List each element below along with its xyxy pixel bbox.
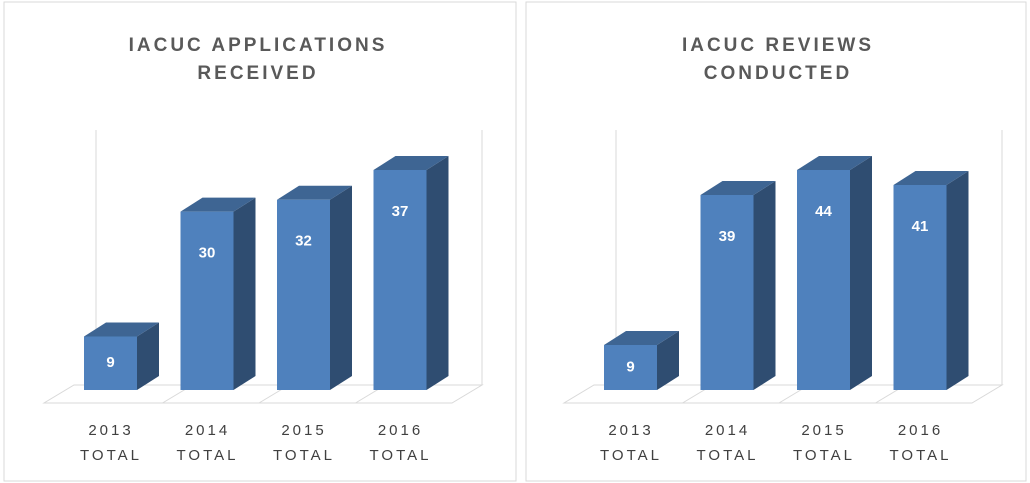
panel-border [525,1,1027,482]
bar-side [753,181,776,390]
bar-side [233,197,256,390]
x-tick-label: 2014 TOTAL [176,422,239,464]
value-label: 9 [106,354,114,371]
x-tick-label: 2016 TOTAL [889,422,952,464]
panel-border [3,1,517,482]
bar [797,170,850,390]
bar-side [850,156,872,390]
x-tick-label: 2015 TOTAL [793,422,855,464]
bar-top [277,185,352,200]
bar-top [700,181,776,195]
x-tick-label: 2013 TOTAL [600,422,662,464]
bar-top [84,322,159,337]
x-tick-label: 2016 TOTAL [369,422,432,464]
bar-top [797,156,872,170]
bar-top [604,331,679,345]
bar-top [180,197,256,212]
value-label: 37 [392,203,409,220]
bar-side [426,156,449,390]
bar [84,336,137,390]
bar-top [893,171,969,185]
x-tick-label: 2014 TOTAL [696,422,759,464]
bar [604,345,657,390]
bar-top [373,156,449,170]
x-tick-label: 2013 TOTAL [80,422,142,464]
bar [277,199,330,390]
x-tick-label: 2015 TOTAL [273,422,335,464]
bar-side [137,322,159,390]
value-label: 41 [912,218,929,235]
bar [180,211,234,390]
bar [373,170,427,390]
value-label: 32 [295,233,312,250]
chart-title: IACUC APPLICATIONS RECEIVED [128,35,388,84]
bar-side [330,185,352,390]
bar [893,185,947,390]
value-label: 30 [199,245,216,262]
chart-title: IACUC REVIEWS CONDUCTED [681,35,875,84]
bar [700,195,754,390]
value-label: 39 [719,228,736,245]
floor [42,384,484,404]
floor [562,384,1004,404]
value-label: 44 [815,203,832,220]
bar-side [657,331,679,390]
bar-side [946,171,969,390]
value-label: 9 [626,358,634,375]
